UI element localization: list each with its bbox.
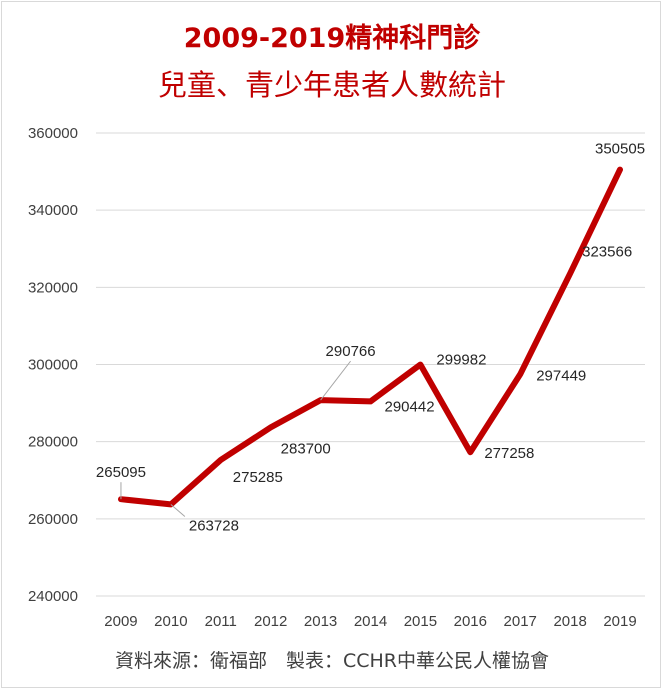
label-leader-line bbox=[320, 360, 351, 401]
data-label: 283700 bbox=[281, 440, 331, 457]
x-tick-label: 2018 bbox=[553, 613, 586, 630]
x-tick-label: 2019 bbox=[603, 613, 636, 630]
y-tick-label: 300000 bbox=[28, 357, 78, 374]
x-tick-label: 2015 bbox=[404, 613, 437, 630]
data-point bbox=[468, 450, 473, 455]
x-tick-label: 2012 bbox=[254, 613, 287, 630]
data-label: 290766 bbox=[326, 343, 376, 360]
y-tick-label: 340000 bbox=[28, 202, 78, 219]
data-point bbox=[418, 362, 423, 367]
chart-title: 2009-2019精神科門診 bbox=[183, 23, 481, 54]
y-tick-label: 280000 bbox=[28, 434, 78, 451]
data-point bbox=[268, 425, 273, 430]
data-point bbox=[368, 399, 373, 404]
data-label: 290442 bbox=[385, 398, 435, 415]
y-tick-label: 260000 bbox=[28, 511, 78, 528]
y-tick-label: 360000 bbox=[28, 125, 78, 142]
x-tick-label: 2010 bbox=[154, 613, 187, 630]
data-label: 277258 bbox=[484, 445, 534, 462]
data-label: 297449 bbox=[536, 367, 586, 384]
chart-subtitle: 兒童、青少年患者人數統計 bbox=[157, 68, 506, 102]
x-tick-label: 2013 bbox=[304, 613, 337, 630]
data-point bbox=[568, 271, 573, 276]
source-note: 資料來源：衛福部 製表：CCHR中華公民人權協會 bbox=[114, 650, 550, 672]
data-label: 323566 bbox=[582, 244, 632, 261]
y-tick-label: 240000 bbox=[28, 588, 78, 605]
data-point bbox=[618, 167, 623, 172]
y-tick-label: 320000 bbox=[28, 279, 78, 296]
data-point bbox=[518, 372, 523, 377]
label-leader-line bbox=[170, 504, 186, 517]
x-tick-label: 2014 bbox=[354, 613, 387, 630]
x-tick-label: 2017 bbox=[504, 613, 537, 630]
x-tick-label: 2011 bbox=[205, 613, 237, 630]
data-point bbox=[218, 457, 223, 462]
series-line bbox=[118, 166, 623, 508]
data-label: 299982 bbox=[436, 352, 486, 369]
x-tick-label: 2016 bbox=[454, 613, 487, 630]
x-tick-label: 2009 bbox=[104, 613, 137, 630]
data-label: 275285 bbox=[233, 469, 283, 486]
data-label: 263728 bbox=[189, 517, 239, 534]
data-label: 350505 bbox=[595, 141, 645, 158]
data-label: 265095 bbox=[96, 464, 146, 481]
